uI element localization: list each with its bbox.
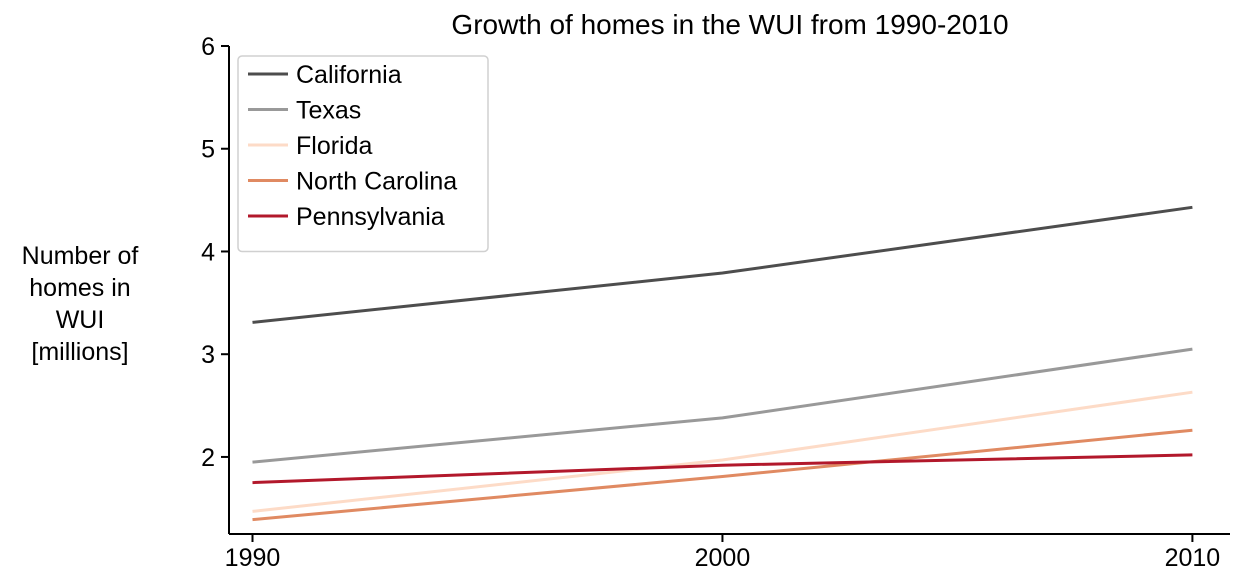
chart-title: Growth of homes in the WUI from 1990-201…	[451, 9, 1008, 40]
y-axis-label-line-2: homes in	[29, 274, 130, 302]
y-axis-label-line-1: Number of	[22, 242, 139, 270]
x-tick-label-1990: 1990	[225, 544, 281, 572]
axes: 2 3 4 5 6 1990 2000 2010	[201, 33, 1230, 572]
y-tick-label-2: 2	[201, 444, 215, 472]
x-tick-label-2000: 2000	[695, 544, 751, 572]
y-tick-label-5: 5	[201, 136, 215, 164]
y-tick-label-6: 6	[201, 33, 215, 61]
series-line-pennsylvania	[252, 453, 1193, 485]
series-line-north-carolina	[252, 428, 1193, 522]
legend-label-florida: Florida	[296, 132, 373, 160]
legend-label-pennsylvania: Pennsylvania	[296, 203, 445, 231]
y-axis-label-line-4: [millions]	[31, 338, 128, 366]
y-axis-label-line-3: WUI	[56, 306, 105, 334]
y-axis-label: Number of homes in WUI [millions]	[22, 242, 139, 366]
y-tick-label-4: 4	[201, 238, 215, 266]
series-line-texas	[252, 347, 1193, 464]
legend-box	[237, 55, 489, 253]
x-tick-label-2010: 2010	[1165, 544, 1221, 572]
series-line-california	[252, 205, 1193, 324]
series-lines	[252, 205, 1193, 522]
series-line-florida	[252, 390, 1193, 513]
legend-label-north-carolina: North Carolina	[296, 168, 457, 196]
legend: California Texas Florida North Carolina Penn…	[237, 55, 489, 253]
y-tick-label-3: 3	[201, 341, 215, 369]
legend-label-california: California	[296, 61, 402, 89]
legend-label-texas: Texas	[296, 97, 361, 125]
